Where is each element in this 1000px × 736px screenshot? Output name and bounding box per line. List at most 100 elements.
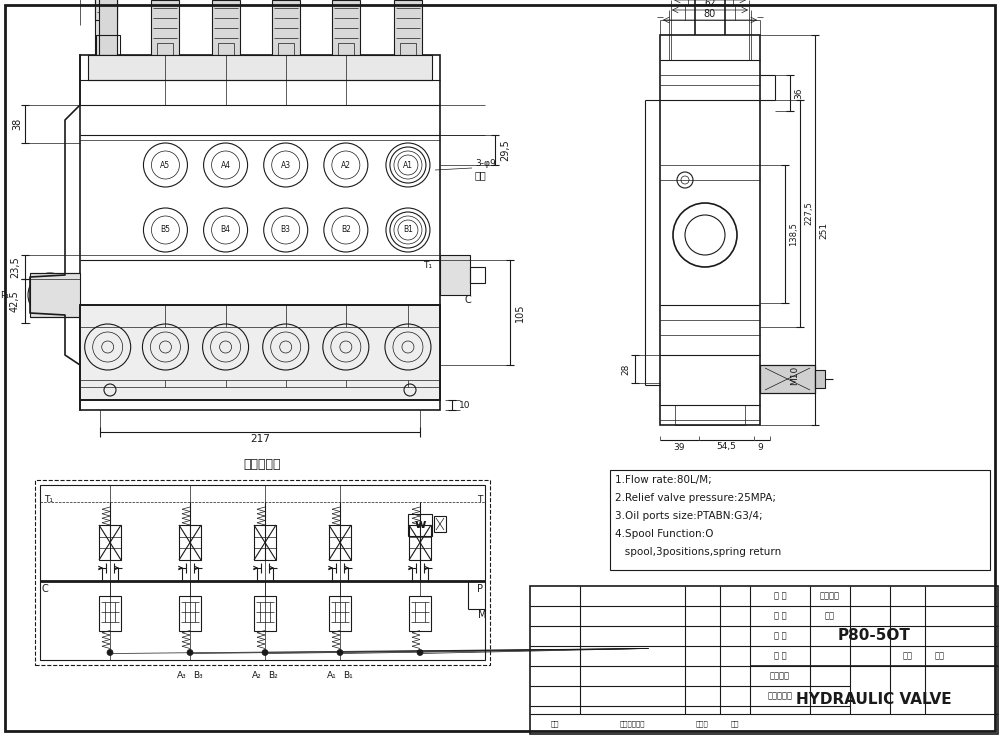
Text: 第卷: 第卷 — [935, 651, 945, 660]
Text: B₁: B₁ — [343, 670, 353, 679]
Bar — [815, 370, 825, 388]
Text: 10: 10 — [459, 400, 471, 409]
Text: B4: B4 — [221, 225, 231, 235]
Text: B5: B5 — [160, 225, 170, 235]
Text: 62: 62 — [704, 0, 716, 9]
Text: 105: 105 — [515, 303, 525, 322]
Bar — [212, 0, 240, 55]
Text: A₁: A₁ — [327, 670, 337, 679]
Bar — [96, 35, 120, 55]
Bar — [95, 0, 117, 55]
Bar — [80, 305, 440, 400]
Text: 图样标记: 图样标记 — [820, 592, 840, 601]
Bar — [409, 525, 431, 560]
Text: B₂: B₂ — [268, 670, 278, 679]
Text: C: C — [465, 295, 471, 305]
Bar — [254, 525, 276, 560]
Bar — [157, 43, 173, 55]
Bar — [470, 267, 485, 283]
Text: 36: 36 — [794, 88, 804, 99]
Text: 日期: 日期 — [731, 721, 739, 727]
Text: 3.Oil ports size:PTABN:G3/4;: 3.Oil ports size:PTABN:G3/4; — [615, 511, 763, 521]
Text: A₃: A₃ — [177, 670, 187, 679]
Text: w: w — [414, 518, 426, 531]
Text: 通孔: 通孔 — [475, 170, 487, 180]
Text: 3-φ9: 3-φ9 — [475, 158, 496, 168]
Bar — [408, 514, 432, 536]
Text: B2: B2 — [341, 225, 351, 235]
Bar — [272, 0, 300, 55]
Bar — [99, 0, 117, 55]
Bar — [40, 485, 485, 660]
Bar — [760, 365, 815, 393]
Bar — [30, 273, 80, 317]
Text: 制 图: 制 图 — [774, 612, 786, 620]
Bar — [329, 595, 351, 631]
Bar — [675, 405, 745, 425]
Text: 80: 80 — [704, 9, 716, 19]
Text: 38: 38 — [12, 118, 22, 130]
Text: 138,5: 138,5 — [790, 222, 798, 246]
Text: M10: M10 — [790, 365, 800, 385]
Text: spool,3positions,spring return: spool,3positions,spring return — [615, 547, 781, 557]
Text: A3: A3 — [281, 160, 291, 169]
Text: A4: A4 — [221, 160, 231, 169]
Text: A5: A5 — [160, 160, 171, 169]
Bar — [80, 55, 440, 410]
Bar — [332, 0, 360, 55]
Text: 重量: 重量 — [825, 612, 835, 620]
Bar — [254, 595, 276, 631]
Bar — [179, 595, 201, 631]
Bar — [99, 525, 121, 560]
Text: 28: 28 — [622, 364, 631, 375]
Text: T₁: T₁ — [44, 495, 54, 504]
Text: 校 对: 校 对 — [774, 651, 786, 660]
Bar — [80, 305, 440, 400]
Circle shape — [337, 649, 343, 656]
Text: T₁: T₁ — [424, 261, 432, 269]
Text: 更改内容概况: 更改内容概况 — [620, 721, 645, 727]
Text: T: T — [477, 495, 483, 504]
Text: 9: 9 — [757, 442, 763, 451]
Text: 设 计: 设 计 — [774, 592, 786, 601]
Bar — [660, 35, 760, 425]
Text: B₃: B₃ — [193, 670, 203, 679]
Text: 描 图: 描 图 — [774, 631, 786, 640]
Text: P₁: P₁ — [0, 291, 10, 300]
Text: 29,5: 29,5 — [500, 139, 510, 161]
Bar — [610, 470, 990, 570]
Text: A1: A1 — [403, 160, 413, 169]
Text: 液压原理图: 液压原理图 — [244, 459, 281, 472]
Text: B1: B1 — [403, 225, 413, 235]
Text: C: C — [42, 584, 48, 593]
Text: B3: B3 — [281, 225, 291, 235]
Text: 4.Spool Function:O: 4.Spool Function:O — [615, 529, 714, 539]
Circle shape — [107, 649, 113, 656]
Bar — [530, 586, 998, 734]
Text: HYDRAULIC VALVE: HYDRAULIC VALVE — [796, 692, 952, 707]
Bar — [88, 55, 432, 80]
Text: 251: 251 — [820, 222, 828, 238]
Bar — [440, 255, 470, 295]
Text: 227,5: 227,5 — [804, 202, 814, 225]
Text: 更改人: 更改人 — [696, 721, 709, 727]
Bar — [760, 365, 815, 393]
Text: 2.Relief valve pressure:25MPA;: 2.Relief valve pressure:25MPA; — [615, 493, 776, 503]
Text: 标记: 标记 — [551, 721, 559, 727]
Text: 共卷: 共卷 — [903, 651, 913, 660]
Text: 标准化检查: 标准化检查 — [768, 692, 792, 701]
Bar — [329, 525, 351, 560]
Bar — [434, 516, 446, 532]
Text: 217: 217 — [250, 434, 270, 444]
Bar — [95, 0, 117, 20]
Bar — [218, 43, 234, 55]
Bar — [99, 595, 121, 631]
Bar — [409, 595, 431, 631]
Text: 工艺检查: 工艺检查 — [770, 671, 790, 681]
Circle shape — [262, 649, 268, 656]
Circle shape — [187, 649, 193, 656]
Text: M: M — [478, 610, 486, 620]
Bar — [338, 43, 354, 55]
Bar — [179, 525, 201, 560]
Text: 54,5: 54,5 — [716, 442, 736, 451]
